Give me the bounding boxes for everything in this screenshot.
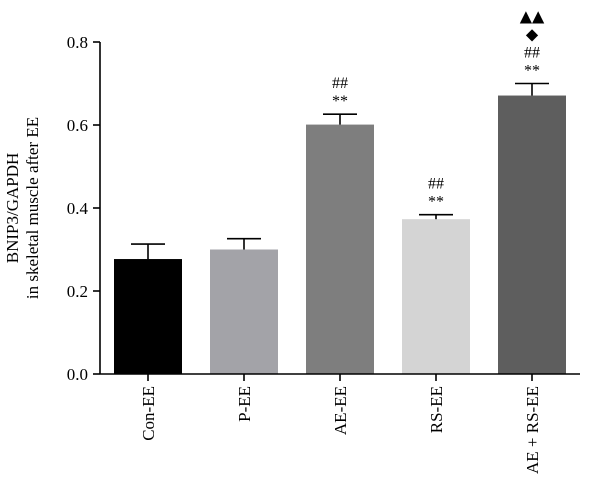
bar <box>210 249 278 374</box>
y-tick-label: 0.2 <box>67 282 88 301</box>
significance-annotation: ** <box>428 194 444 211</box>
significance-annotation: ** <box>332 93 348 110</box>
bar <box>306 124 374 375</box>
y-axis: 0.0 0.2 0.4 0.6 0.8 <box>67 33 101 384</box>
y-axis-label: BNIP3/GAPDH in skeletal muscle after EE <box>3 117 42 299</box>
bar <box>498 95 566 374</box>
bars: **##**##**##◆▲▲ <box>114 7 566 375</box>
y-axis-label-line: BNIP3/GAPDH <box>3 153 22 264</box>
y-axis-label-line: in skeletal muscle after EE <box>23 117 42 299</box>
x-tick-label: P-EE <box>235 386 254 422</box>
y-tick-label: 0.4 <box>67 199 89 218</box>
y-tick-label: 0.0 <box>67 365 88 384</box>
significance-annotation: ## <box>332 75 348 92</box>
x-tick-label: RS-EE <box>427 386 446 433</box>
significance-annotation: ◆ <box>526 25 539 44</box>
y-tick-label: 0.8 <box>67 33 88 52</box>
significance-annotation: ## <box>524 45 540 62</box>
x-tick-label: AE + RS-EE <box>523 386 542 474</box>
x-tick-label: AE-EE <box>331 386 350 435</box>
significance-annotation: ## <box>428 176 444 193</box>
bar <box>114 259 182 374</box>
significance-annotation: ▲▲ <box>520 7 545 26</box>
x-tick-label: Con-EE <box>139 386 158 441</box>
x-axis: Con-EE P-EE AE-EE RS-EE AE + RS-EE <box>100 373 580 474</box>
significance-annotation: ** <box>524 63 540 80</box>
y-tick-label: 0.6 <box>67 116 88 135</box>
bar <box>402 219 470 374</box>
